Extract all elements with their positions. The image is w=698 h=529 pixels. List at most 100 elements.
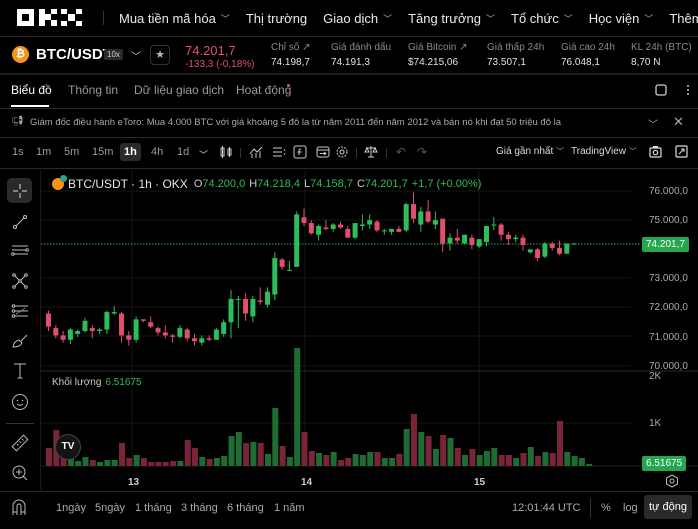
chart-canvas[interactable] <box>41 170 698 490</box>
stat-bitcoin-price: Giá Bitcoin ↗ $74.215,06 <box>408 42 468 68</box>
timeframe-5m[interactable]: 5m <box>64 146 80 158</box>
tab-info[interactable]: Thông tin <box>68 83 119 97</box>
volume-tag: 6.51675 <box>642 456 687 471</box>
nav-thi-truong[interactable]: Thị trường <box>246 11 307 26</box>
pattern-icon <box>11 272 28 289</box>
function-template-icon[interactable] <box>293 145 307 159</box>
nav-hoc-vien[interactable]: Học viện ﹀ <box>589 11 654 26</box>
pattern-tool[interactable] <box>7 268 32 293</box>
auto-scale-toggle[interactable]: tự động <box>644 495 692 519</box>
chart-legend: BTC/USDT · 1h · OKX O 74.200,0 H 74.218,4 … <box>52 175 485 191</box>
alert-add-icon[interactable] <box>316 145 330 159</box>
stat-label: Giá đánh dấu <box>331 42 392 53</box>
nav-label: Mua tiền mã hóa <box>119 10 216 26</box>
tradingview-logo[interactable]: TV <box>55 434 81 460</box>
nav-to-chuc[interactable]: Tổ chức ﹀ <box>511 11 573 26</box>
ticker-bar: ₿ BTC/USDT 10x ﹀ ★ 74.201,7 -133,3 (-0,1… <box>0 37 698 73</box>
range-bar: 1ngày 5ngày 1 tháng 3 tháng 6 tháng 1 nă… <box>40 492 698 527</box>
utc-clock[interactable]: 12:01:44 UTC <box>512 502 581 514</box>
ohlc-open: 74.200,0 <box>202 178 246 190</box>
ruler-tool[interactable] <box>7 430 32 455</box>
btc-legend-icon <box>52 175 67 190</box>
undo-icon[interactable]: ↶ <box>396 145 407 159</box>
list-settings-icon[interactable] <box>272 145 286 159</box>
volume-axis-label: 1K <box>649 418 662 429</box>
news-expand-chevron-icon[interactable]: ﹀ <box>648 120 658 131</box>
log-scale-toggle[interactable]: log <box>623 502 638 514</box>
range-1y[interactable]: 1 năm <box>274 502 305 514</box>
nav-mua-tien-ma-hoa[interactable]: Mua tiền mã hóa ﹀ <box>119 11 230 26</box>
camera-snapshot-icon[interactable] <box>649 145 662 158</box>
range-1m[interactable]: 1 tháng <box>135 502 172 514</box>
percent-scale-toggle[interactable]: % <box>601 502 611 514</box>
bottom-divider <box>590 498 591 518</box>
stat-label: Giá Bitcoin <box>408 42 457 53</box>
more-options-icon[interactable] <box>686 84 690 96</box>
news-text[interactable]: Giám đốc điều hành eToro: Mua 4.000 BTC … <box>30 117 562 128</box>
chart-tabs: Biểu đồ Thông tin Dữ liệu giao dịch Hoạt… <box>0 74 698 108</box>
fullscreen-icon[interactable] <box>675 145 688 158</box>
chevron-down-icon: ﹀ <box>644 13 654 24</box>
stat-value: 76.048,1 <box>561 57 600 68</box>
timeframe-4h[interactable]: 4h <box>151 146 164 158</box>
stat-24h-low: Giá thấp 24h 73.507,1 <box>487 42 544 68</box>
tab-chart[interactable]: Biểu đồ <box>11 83 52 97</box>
trend-line-tool[interactable] <box>7 209 32 234</box>
timeframe-1s[interactable]: 1s <box>12 146 24 158</box>
favorite-star-button[interactable]: ★ <box>150 45 170 65</box>
timeframe-15m[interactable]: 15m <box>92 146 114 158</box>
ohlc-open-key: O <box>193 178 203 190</box>
timeframe-1d[interactable]: 1d <box>177 146 190 158</box>
pair-dropdown-chevron-icon[interactable]: ﹀ <box>131 52 141 63</box>
news-banner[interactable]: 📢︎ Giám đốc điều hành eToro: Mua 4.000 B… <box>0 109 698 137</box>
zoom-in-tool[interactable] <box>7 460 32 485</box>
timeframe-1h[interactable]: 1h <box>120 143 141 161</box>
nav-divider <box>103 11 104 25</box>
nav-tang-truong[interactable]: Tăng trưởng ﹀ <box>408 11 495 26</box>
redo-icon[interactable]: ↷ <box>417 145 428 159</box>
brush-tool[interactable] <box>7 328 32 353</box>
external-link-icon[interactable]: ↗ <box>459 42 468 53</box>
chart-engine-dropdown[interactable]: TradingView ﹀ <box>571 146 637 157</box>
price-type-dropdown[interactable]: Giá gần nhất ﹀ <box>496 146 564 157</box>
stat-24h-high: Giá cao 24h 76.048,1 <box>561 42 615 68</box>
timeframe-dropdown-chevron-icon[interactable]: ﹀ <box>199 150 209 160</box>
emoji-tool[interactable] <box>7 389 32 414</box>
stat-value: 74.198,7 <box>271 57 310 68</box>
horizontal-lines-tool[interactable] <box>7 238 32 263</box>
y-axis-label: 76.000,0 <box>649 186 688 197</box>
range-5d[interactable]: 5ngày <box>95 502 125 514</box>
timeframe-1m[interactable]: 1m <box>36 146 52 158</box>
range-6m[interactable]: 6 tháng <box>227 502 264 514</box>
magnet-tool[interactable] <box>10 497 28 517</box>
nav-giao-dich[interactable]: Giao dịch ﹀ <box>323 11 392 26</box>
chart-toolbar: 1s 1m 5m 15m 1h 4h 1d ﹀ ↶ ↷ Giá gần nhất… <box>0 138 698 168</box>
candle-type-icon[interactable] <box>219 145 233 159</box>
window-maximize-icon[interactable] <box>655 84 667 96</box>
fib-tool[interactable] <box>7 298 32 323</box>
tab-activity[interactable]: Hoạt động <box>236 83 292 97</box>
news-close-icon[interactable]: ✕ <box>673 114 684 129</box>
x-axis-label: 13 <box>128 477 140 488</box>
volume-legend: Khối lượng 6.51675 <box>52 377 142 388</box>
okx-logo[interactable] <box>17 9 82 26</box>
nav-them[interactable]: Thêm﹀ <box>669 11 698 26</box>
range-1d[interactable]: 1ngày <box>56 502 86 514</box>
indicators-icon[interactable] <box>249 145 263 159</box>
range-3m[interactable]: 3 tháng <box>181 502 218 514</box>
crosshair-tool[interactable] <box>7 178 32 203</box>
axis-settings-icon[interactable] <box>665 474 679 488</box>
nav-label: Thêm <box>669 10 698 26</box>
tab-trading-data[interactable]: Dữ liệu giao dịch <box>134 83 225 97</box>
ohlc-low-key: L <box>303 178 311 190</box>
compare-scale-icon[interactable] <box>364 145 378 159</box>
divider <box>0 108 698 109</box>
bitcoin-icon: ₿ <box>12 46 29 63</box>
external-link-icon[interactable]: ↗ <box>302 42 311 53</box>
x-axis-label: 14 <box>301 477 313 488</box>
price-chart[interactable]: BTC/USDT · 1h · OKX O 74.200,0 H 74.218,4 … <box>40 170 698 490</box>
text-tool[interactable] <box>7 358 32 383</box>
pair-name[interactable]: BTC/USDT <box>36 46 112 63</box>
settings-gear-icon[interactable] <box>335 145 349 159</box>
horizontal-lines-icon <box>10 245 29 256</box>
